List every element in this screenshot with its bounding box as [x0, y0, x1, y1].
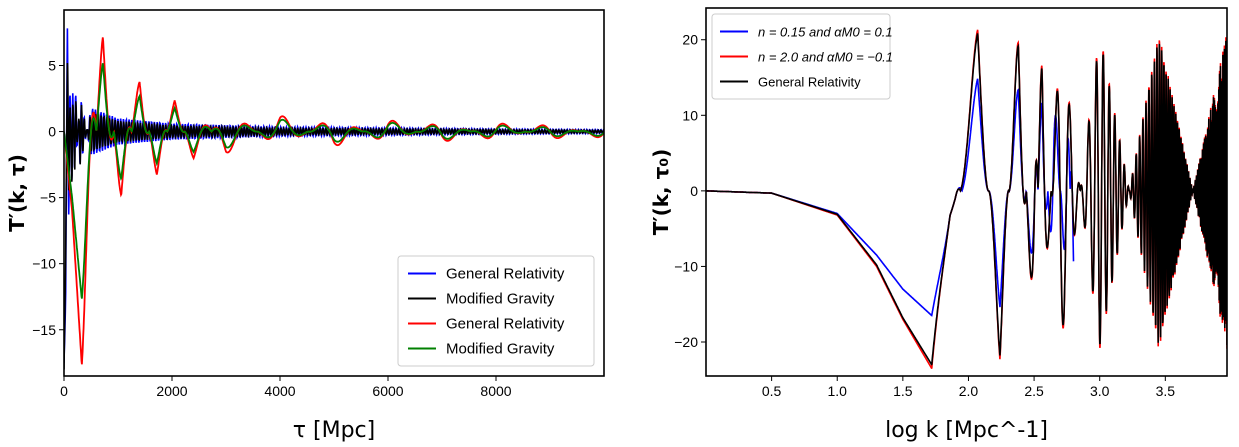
y-tick-label: −10	[674, 258, 698, 274]
x-tick-label: 4000	[264, 383, 295, 399]
right-chart-panel: 0.5 1.0 1.5 2.0 2.5 3.0 3.5 20 10 0 −10 −20 log k [M…	[649, 7, 1228, 443]
x-tick-label: 2.5	[1024, 383, 1044, 399]
plot-area	[706, 29, 1227, 370]
legend-label-1: Modified Gravity	[446, 291, 555, 308]
x-tick-label: 0.5	[762, 383, 782, 399]
legend-box	[711, 13, 891, 100]
x-tick-label: 3.0	[1090, 383, 1110, 399]
y-axis-label: T′(k, τ)	[5, 154, 29, 232]
x-tick-label: 3.5	[1156, 383, 1176, 399]
y-tick-label: −10	[32, 256, 56, 272]
x-tick-label: 1.0	[827, 383, 847, 399]
legend-label-0: n = 0.15 and αM0 = 0.1	[758, 25, 893, 40]
y-tick-label: 0	[690, 183, 698, 199]
legend: n = 0.15 and αM0 = 0.1 n = 2.0 and αM0 = …	[711, 13, 893, 100]
x-axis-label: τ [Mpc]	[293, 418, 375, 443]
x-tick-label: 0	[60, 383, 68, 399]
legend-label-2: General Relativity	[446, 316, 565, 333]
y-tick-label: 0	[48, 124, 56, 140]
x-tick-label: 1.5	[893, 383, 913, 399]
y-tick-label: 20	[682, 32, 698, 48]
legend-label-0: General Relativity	[446, 266, 565, 283]
axes-frame	[63, 9, 605, 377]
y-tick-label: 5	[48, 57, 56, 73]
y-tick-label: −20	[674, 334, 698, 350]
legend-label-2: General Relativity	[758, 75, 861, 90]
legend-label-1: n = 2.0 and αM0 = −0.1	[758, 50, 893, 65]
series-line-1	[64, 62, 604, 370]
legend-box	[397, 255, 595, 367]
legend: General Relativity Modified Gravity Genera…	[397, 255, 595, 367]
y-axis-label: T′(k, τ₀)	[649, 149, 673, 236]
legend-label-3: Modified Gravity	[446, 341, 555, 358]
y-tick-label: −5	[40, 190, 56, 206]
axes-frame	[705, 7, 1228, 377]
x-tick-label: 2000	[156, 383, 187, 399]
y-tick-label: −15	[32, 322, 56, 338]
series-line-0	[706, 78, 1075, 317]
left-chart-panel: 0 2000 4000 6000 8000 5 0 −5 −10 −15 τ [Mpc] T′(k, …	[5, 9, 605, 443]
x-axis-label: log k [Mpc^-1]	[885, 418, 1048, 443]
plot-area	[64, 28, 604, 370]
x-tick-label: 6000	[372, 383, 403, 399]
series-line-2	[706, 33, 1227, 366]
x-tick-label: 2.0	[959, 383, 979, 399]
x-tick-label: 8000	[480, 383, 511, 399]
y-tick-label: 10	[682, 107, 698, 123]
series-line-3	[64, 63, 604, 299]
